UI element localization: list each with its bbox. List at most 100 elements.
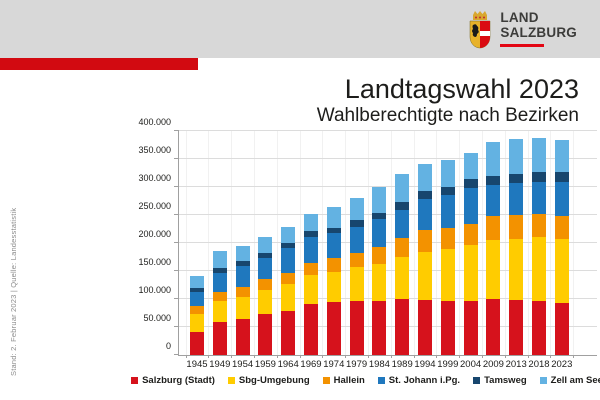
legend-item: St. Johann i.Pg. [377, 375, 461, 386]
bar-segment [212, 300, 227, 322]
bar-segment [304, 262, 318, 275]
vertical-gridline [368, 131, 369, 355]
bar-segment [509, 139, 524, 174]
bar-segment [554, 172, 569, 182]
bar-segment [395, 238, 410, 257]
y-axis-tick [174, 214, 179, 215]
bar-segment [235, 265, 250, 287]
x-axis-tick [299, 355, 301, 358]
x-axis-label: 2023 [551, 359, 573, 370]
red-accent-bar [0, 58, 198, 70]
legend-item: Tamsweg [473, 375, 527, 386]
y-axis-label: 100.000 [138, 284, 171, 295]
legend-label: Hallein [333, 375, 365, 386]
bar-segment [486, 175, 501, 186]
bar-segment [258, 279, 273, 291]
bar-segment [212, 321, 227, 355]
y-axis-label: 300.000 [138, 172, 171, 183]
legend-label: Zell am See [550, 375, 600, 386]
x-axis-label: 2009 [482, 359, 504, 370]
bar-segment [532, 214, 546, 237]
salzburg-coat-of-arms-icon [467, 11, 493, 56]
y-axis-label: 50.000 [143, 312, 171, 323]
bar-segment [418, 251, 432, 301]
vertical-gridline [276, 131, 278, 355]
legend-item: Hallein [322, 375, 365, 386]
logo-red-underline [500, 43, 545, 47]
bar-segment [258, 314, 273, 355]
stacked-bar-1989 [395, 174, 410, 355]
y-axis-label: 250.000 [138, 200, 171, 211]
vertical-gridline [550, 131, 552, 355]
bar-segment [190, 305, 204, 314]
bar-segment [440, 227, 455, 249]
legend-swatch-icon [539, 377, 547, 384]
y-axis-tick [174, 186, 179, 187]
gridline [179, 298, 597, 299]
legend-swatch-icon [322, 377, 330, 384]
bar-segment [486, 299, 501, 355]
x-axis-tick [276, 355, 278, 358]
x-axis-tick [504, 355, 506, 358]
stacked-bar-1964 [281, 227, 296, 355]
bar-segment [509, 300, 524, 355]
legend-item: Sbg-Umgebung [227, 375, 310, 386]
vertical-gridline [322, 131, 324, 355]
bar-segment [440, 186, 455, 196]
bar-segment [532, 300, 546, 355]
x-axis-label: 1945 [186, 359, 208, 370]
bar-segment [418, 198, 432, 231]
stacked-bar-1984 [372, 187, 387, 355]
bar-segment [304, 231, 318, 238]
bar-segment [372, 212, 387, 220]
bar-segment [372, 219, 387, 248]
x-axis-label: 2013 [505, 359, 527, 370]
bar-segment [349, 300, 364, 355]
bar-segment [440, 301, 455, 355]
bar-segment [509, 215, 524, 239]
y-axis-label: 0 [165, 340, 171, 351]
page-subtitle: Wahlberechtigte nach Bezirken [316, 105, 579, 127]
bar-segment [395, 298, 410, 355]
y-axis-label: 150.000 [138, 256, 171, 267]
bar-segment [554, 238, 569, 303]
legend-label: Sbg-Umgebung [238, 375, 310, 386]
bar-segment [281, 227, 296, 244]
bar-segment [463, 300, 478, 355]
bar-segment [281, 243, 296, 249]
bar-segment [326, 302, 341, 355]
bar-segment [304, 304, 318, 355]
x-axis-tick [459, 355, 461, 358]
bar-segment [554, 140, 569, 173]
title-block: Landtagswahl 2023 Wahlberechtigte nach B… [317, 74, 579, 128]
legend-swatch-icon [131, 377, 139, 384]
y-axis-label: 400.000 [138, 116, 171, 127]
bar-segment [395, 174, 410, 202]
bar-segment [304, 237, 318, 263]
bar-segment [463, 179, 478, 189]
x-axis-label: 1974 [323, 359, 345, 370]
x-axis-label: 1959 [254, 359, 276, 370]
bar-segment [281, 272, 296, 285]
legend-swatch-icon [377, 377, 385, 384]
bar-segment [554, 216, 569, 239]
bar-segment [486, 216, 501, 240]
y-axis-tick [174, 242, 179, 243]
x-axis-tick [368, 355, 369, 358]
bar-segment [554, 181, 569, 217]
vertical-gridline [573, 131, 575, 355]
vertical-gridline [345, 131, 347, 355]
vertical-gridline [231, 131, 233, 355]
x-axis-tick [208, 355, 210, 358]
bar-segment [463, 244, 478, 301]
legend-label: Salzburg (Stadt) [142, 375, 215, 386]
legend-swatch-icon [473, 377, 481, 384]
stacked-bar-2004 [463, 152, 478, 355]
x-axis-tick [482, 355, 483, 358]
bar-segment [190, 313, 204, 332]
bar-segment [440, 195, 455, 228]
bar-segment [395, 256, 410, 299]
bar-segment [235, 245, 250, 261]
legend-label: St. Johann i.Pg. [388, 375, 461, 386]
x-axis-label: 1984 [368, 359, 390, 370]
